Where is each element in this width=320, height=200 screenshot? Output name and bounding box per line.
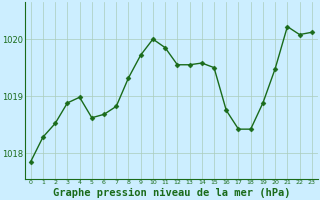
X-axis label: Graphe pression niveau de la mer (hPa): Graphe pression niveau de la mer (hPa) — [52, 188, 290, 198]
